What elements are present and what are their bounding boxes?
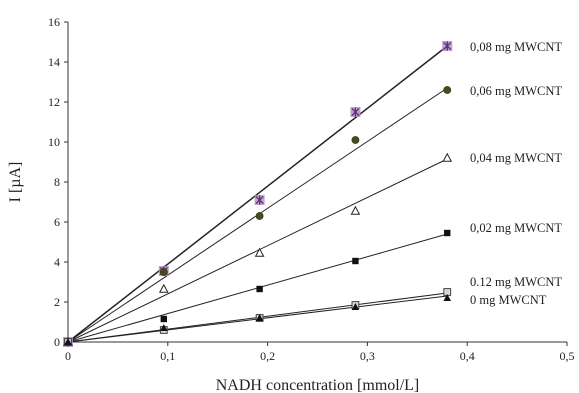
open-triangle-marker <box>158 283 169 293</box>
triangle-marker <box>255 314 264 321</box>
y-tick-label: 6 <box>54 215 60 229</box>
y-tick-label: 14 <box>48 55 60 69</box>
data-point-series-0 <box>254 195 265 205</box>
open-triangle-marker <box>254 247 265 257</box>
fit-lines <box>67 45 448 343</box>
circle-marker <box>443 86 452 94</box>
data-point-series-3 <box>160 315 168 323</box>
x-tick-label: 0,5 <box>560 349 575 363</box>
y-tick-label: 10 <box>48 135 60 149</box>
data-point-series-3 <box>444 229 451 237</box>
legend-label-series-4: 0.12 mg MWCNT <box>470 275 562 289</box>
x-tick-label: 0,4 <box>460 349 475 363</box>
data-point-series-2 <box>442 152 453 162</box>
data-point-series-1 <box>159 268 168 276</box>
y-tick-label: 8 <box>54 175 60 189</box>
legend-label-series-2: 0,04 mg MWCNT <box>470 151 562 165</box>
legend: 0,08 mg MWCNT 0,06 mg MWCNT 0,04 mg MWCNT 0… <box>470 40 562 307</box>
y-tick-label: 0 <box>54 335 60 349</box>
x-tick-label: 0,2 <box>260 349 275 363</box>
x-axis-title: NADH concentration [mmol/L] <box>216 377 420 393</box>
data-point-series-3 <box>352 257 359 265</box>
triangle-marker <box>351 303 360 310</box>
legend-label-series-3: 0,02 mg MWCNT <box>470 221 562 235</box>
fit-line-series-0 <box>67 45 448 343</box>
data-point-series-1 <box>443 86 452 94</box>
square-marker <box>160 315 168 323</box>
x-ticks: 0 0,1 0,2 0,3 0,4 0,5 <box>65 342 575 363</box>
legend-label-series-5: 0 mg MWCNT <box>470 293 547 307</box>
data-point-series-1 <box>255 212 264 220</box>
data-point-series-2 <box>254 247 265 257</box>
x-tick-label: 0,3 <box>360 349 375 363</box>
y-tick-label: 16 <box>48 15 60 29</box>
y-tick-label: 12 <box>48 95 60 109</box>
data-point-series-0 <box>442 41 453 51</box>
data-point-series-3 <box>256 285 263 293</box>
triangle-marker <box>64 338 72 345</box>
data-point-series-5 <box>443 294 452 301</box>
data-point-series-5 <box>255 314 264 321</box>
data-markers <box>63 41 453 347</box>
y-tick-label: 4 <box>54 255 60 269</box>
data-point-series-1 <box>351 136 360 144</box>
square-marker <box>256 285 263 293</box>
square-marker <box>444 229 451 237</box>
legend-label-series-0: 0,08 mg MWCNT <box>470 40 562 54</box>
x-tick-label: 0,1 <box>160 349 175 363</box>
circle-marker <box>351 136 360 144</box>
legend-label-series-1: 0,06 mg MWCNT <box>470 84 562 98</box>
triangle-marker <box>443 294 452 301</box>
data-point-series-5 <box>160 324 168 331</box>
data-point-series-2 <box>158 283 169 293</box>
open-triangle-marker <box>442 152 453 162</box>
triangle-marker <box>160 324 168 331</box>
y-ticks: 0 2 4 6 8 10 12 14 16 <box>48 15 68 349</box>
y-axis-title: I [µA] <box>7 162 24 203</box>
data-point-series-5 <box>351 303 360 310</box>
y-tick-label: 2 <box>54 295 60 309</box>
square-marker <box>352 257 359 265</box>
x-tick-label: 0 <box>65 349 71 363</box>
fit-line-series-2 <box>67 158 448 343</box>
open-triangle-marker <box>350 205 361 215</box>
data-point-series-5 <box>64 338 72 345</box>
data-point-series-2 <box>350 205 361 215</box>
circle-marker <box>159 268 168 276</box>
data-point-series-0 <box>350 107 361 117</box>
circle-marker <box>255 212 264 220</box>
